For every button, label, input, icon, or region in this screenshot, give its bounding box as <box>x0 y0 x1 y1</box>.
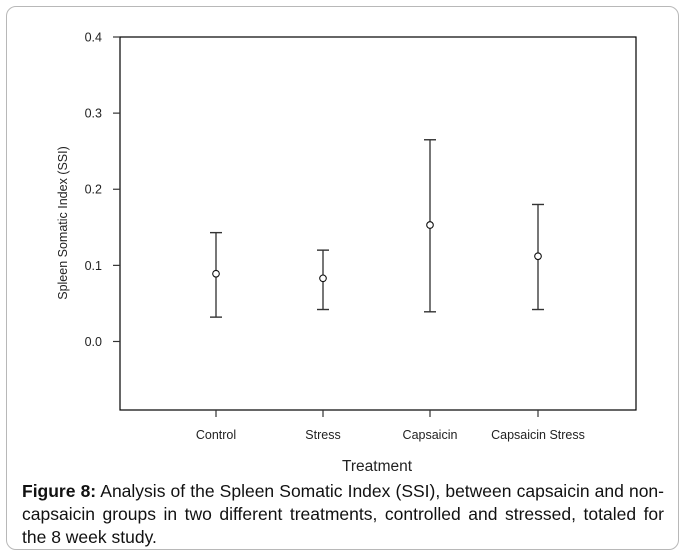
x-axis: Control Stress Capsaicin Capsaicin Stress <box>196 410 585 442</box>
mean-point <box>319 274 327 283</box>
mean-point <box>426 221 434 229</box>
y-tick-label: 0.4 <box>85 31 102 45</box>
mean-point <box>212 269 220 278</box>
plot-area-border <box>119 36 637 411</box>
y-tick-label: 0.1 <box>85 259 102 273</box>
figure-caption: Figure 8: Analysis of the Spleen Somatic… <box>22 480 664 549</box>
y-tick-label: 0.3 <box>85 107 102 121</box>
y-axis: 0.0 0.1 0.2 0.3 0.4 <box>85 31 120 349</box>
x-axis-label: Treatment <box>342 458 413 475</box>
mean-point <box>534 252 542 261</box>
caption-text: Analysis of the Spleen Somatic Index (SS… <box>22 481 664 547</box>
x-tick-label: Capsaicin <box>403 428 458 442</box>
data-marks <box>210 139 544 318</box>
y-tick-label: 0.0 <box>85 335 102 349</box>
y-tick-label: 0.2 <box>85 183 102 197</box>
figure-frame <box>6 6 679 550</box>
x-tick-label: Control <box>196 428 236 442</box>
x-tick-label: Stress <box>305 428 340 442</box>
x-tick-label: Capsaicin Stress <box>491 428 585 442</box>
y-axis-label: Spleen Somatic Index (SSI) <box>56 146 70 300</box>
caption-label: Figure 8: <box>22 481 97 501</box>
